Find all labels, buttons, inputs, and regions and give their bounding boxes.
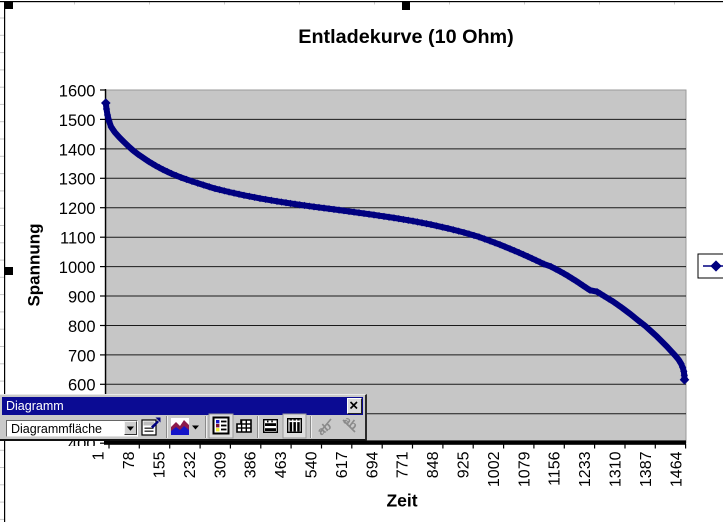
svg-text:386: 386 [243,451,260,478]
svg-text:1100: 1100 [60,230,95,248]
svg-text:463: 463 [273,451,290,478]
svg-text:1300: 1300 [59,171,96,189]
svg-text:1233: 1233 [577,451,594,487]
svg-text:78: 78 [121,451,138,469]
svg-text:1200: 1200 [59,200,96,218]
svg-text:600: 600 [68,377,96,395]
svg-text:848: 848 [425,451,442,478]
svg-text:1500: 1500 [59,112,96,130]
svg-text:Zeit: Zeit [386,491,417,511]
svg-text:Entladekurve (10 Ohm): Entladekurve (10 Ohm) [298,26,513,48]
svg-text:800: 800 [68,318,96,336]
svg-text:1387: 1387 [638,451,655,487]
svg-text:1310: 1310 [608,451,625,487]
svg-text:1464: 1464 [668,451,685,487]
svg-text:232: 232 [182,451,199,478]
svg-text:700: 700 [68,347,96,365]
svg-text:ab: ab [314,419,334,439]
svg-text:694: 694 [364,451,381,478]
svg-text:925: 925 [456,451,473,478]
svg-text:1400: 1400 [59,141,96,159]
svg-text:1002: 1002 [486,451,503,487]
svg-text:1000: 1000 [59,259,96,277]
svg-text:1079: 1079 [516,451,533,487]
svg-text:900: 900 [68,288,96,306]
svg-text:1: 1 [91,451,108,460]
svg-text:Spannung: Spannung [25,223,44,306]
svg-text:617: 617 [334,451,351,478]
svg-text:155: 155 [152,451,169,478]
svg-text:309: 309 [212,451,229,478]
svg-text:1156: 1156 [547,451,564,486]
svg-text:540: 540 [304,451,321,478]
svg-text:771: 771 [395,451,412,478]
svg-text:1600: 1600 [59,82,96,100]
svg-text:ab: ab [341,413,361,433]
